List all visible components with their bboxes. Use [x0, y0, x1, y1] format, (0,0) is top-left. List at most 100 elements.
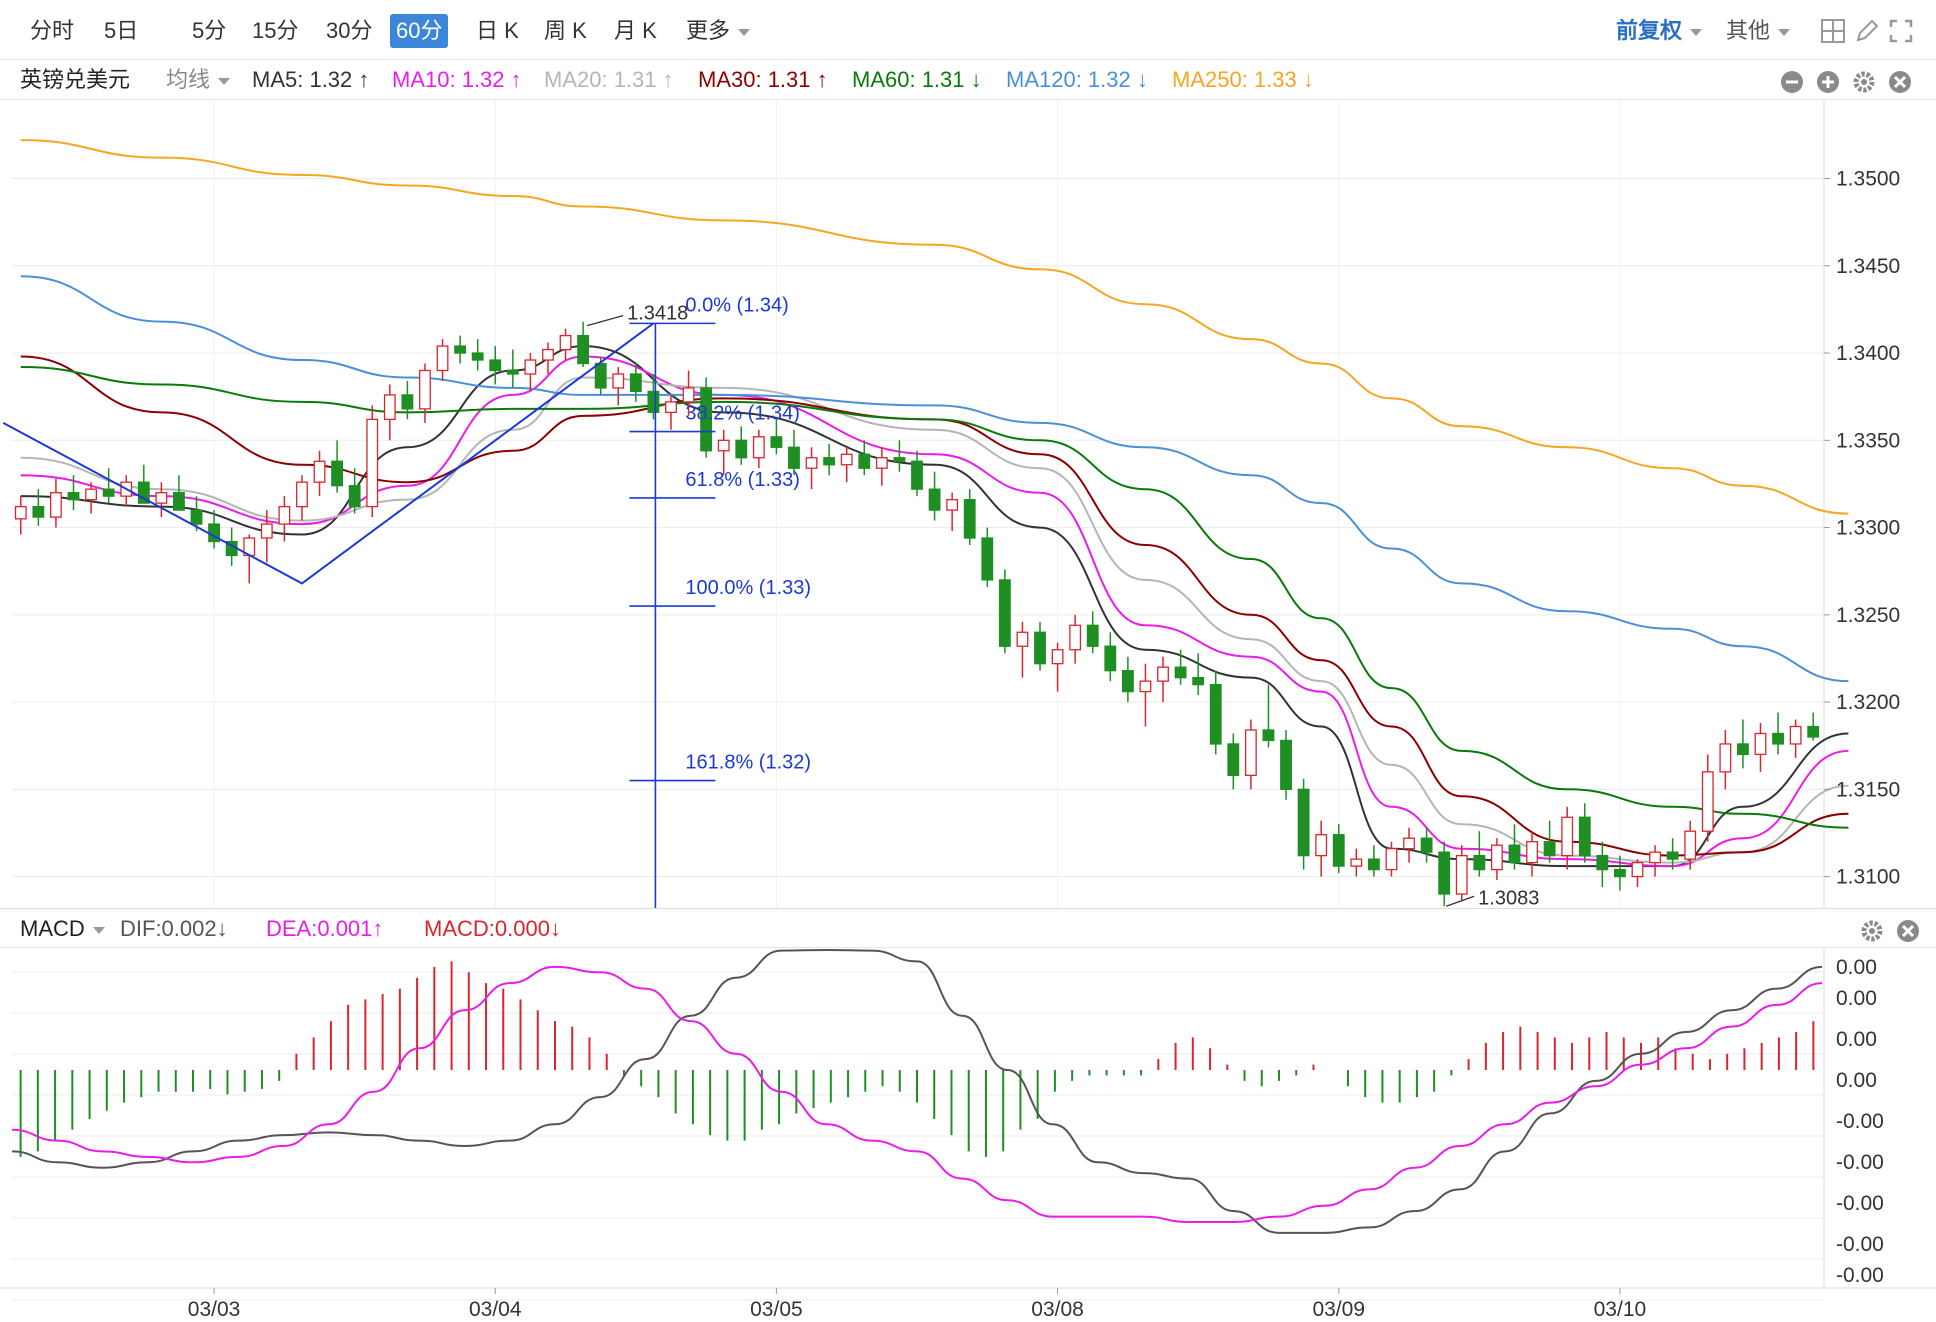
- settings-gear-icon[interactable]: [1852, 70, 1876, 94]
- ma5-label: MA5: 1.32: [252, 67, 353, 92]
- ma-selector[interactable]: 均线: [166, 66, 231, 94]
- candle-body: [1684, 830, 1697, 860]
- candle-body: [577, 334, 590, 365]
- candle-body: [296, 481, 308, 508]
- fib-level-label: 100.0% (1.33): [685, 577, 811, 599]
- candle: [1438, 841, 1451, 907]
- candle-body: [981, 537, 994, 581]
- candle: [875, 447, 888, 486]
- candle: [1385, 841, 1398, 877]
- candle-body: [1754, 732, 1767, 756]
- y-tick-label: 1.3350: [1836, 429, 1900, 452]
- macd-selector[interactable]: MACD: [20, 915, 105, 943]
- tab-weekly-k[interactable]: 周 K: [544, 18, 587, 43]
- low-marker-arrow: [1445, 895, 1475, 907]
- candle-body: [875, 457, 888, 469]
- candle-body: [1034, 631, 1046, 665]
- candle-body: [331, 460, 344, 487]
- draw-pen-icon[interactable]: [1854, 18, 1880, 44]
- candle: [1719, 729, 1732, 790]
- candle-body: [436, 345, 449, 372]
- candle-body: [260, 523, 273, 539]
- y-tick-label: 1.3450: [1836, 255, 1900, 278]
- candle: [665, 394, 677, 430]
- plus-circle-icon[interactable]: [1816, 70, 1840, 94]
- candle-body: [1613, 868, 1626, 878]
- candle: [770, 419, 783, 455]
- tab-5day[interactable]: 5日: [104, 18, 139, 43]
- candle-body: [1350, 858, 1363, 867]
- ma30-value: MA30: 1.31 ↑: [698, 66, 828, 94]
- adjust-dropdown[interactable]: 前复权: [1616, 14, 1703, 48]
- candle-body: [14, 505, 27, 520]
- minus-circle-icon[interactable]: [1780, 70, 1804, 94]
- candle-body: [612, 373, 625, 389]
- candle: [752, 429, 765, 469]
- ma250-arrow: ↓: [1302, 67, 1314, 92]
- candle-body: [1631, 861, 1644, 878]
- candle: [1139, 663, 1152, 727]
- candle: [1403, 827, 1415, 863]
- y-tick-label: 1.3250: [1836, 604, 1900, 627]
- tab-daily-k[interactable]: 日 K: [476, 18, 519, 43]
- ma-selector-label: 均线: [166, 67, 211, 92]
- candle-body: [173, 492, 185, 511]
- dea-line: [11, 965, 1823, 1223]
- fib-level-label: 38.2% (1.34): [685, 403, 800, 425]
- candle-body: [1385, 848, 1398, 871]
- candle-body: [32, 505, 45, 518]
- tab-5min[interactable]: 5分: [192, 18, 227, 43]
- candle-body: [1244, 729, 1257, 777]
- tab-30min[interactable]: 30分: [326, 18, 373, 43]
- candle-body: [594, 362, 607, 389]
- macd-y-tick-label: -0.00: [1836, 1110, 1884, 1133]
- x-tick-label: 03/10: [1594, 1298, 1647, 1321]
- ma120-value: MA120: 1.32 ↓: [1006, 66, 1148, 94]
- candle-body: [1332, 834, 1345, 867]
- x-tick-label: 03/08: [1031, 1298, 1084, 1321]
- candle-body: [542, 348, 554, 361]
- y-tick-label: 1.3100: [1836, 866, 1900, 889]
- candle-body: [1508, 844, 1521, 864]
- candle-body: [1174, 666, 1187, 679]
- fullscreen-icon[interactable]: [1888, 18, 1914, 44]
- macd-y-tick-label: -0.00: [1836, 1264, 1884, 1287]
- candle-body: [1016, 631, 1029, 647]
- tab-60min[interactable]: 60分: [390, 14, 449, 48]
- tab-timeshare[interactable]: 分时: [30, 18, 75, 43]
- close-circle-icon[interactable]: [1888, 70, 1912, 94]
- candle-body: [1543, 841, 1556, 857]
- high-price-label: 1.3418: [627, 303, 688, 325]
- period-toolbar: 分时 5日 5分 15分 30分 60分 日 K 周 K 月 K 更多 前复权 …: [0, 0, 1936, 60]
- tab-15min[interactable]: 15分: [252, 18, 299, 43]
- ma30-label: MA30: 1.31: [698, 67, 811, 92]
- chevron-down-icon: [92, 926, 105, 934]
- candle-body: [629, 373, 642, 393]
- candle: [1420, 827, 1433, 863]
- candle: [471, 339, 484, 371]
- chevron-down-icon: [1690, 28, 1703, 36]
- candlestick-chart[interactable]: 0.0% (1.34) 38.2% (1.34) 61.8% (1.33) 100.0…: [0, 100, 1936, 908]
- candle-body: [682, 387, 695, 403]
- macd-chart[interactable]: 0.00 0.00 0.00 0.00 -0.00 -0.00 -0.00 -0.00 -0.0…: [0, 948, 1936, 1322]
- close-circle-icon[interactable]: [1896, 919, 1920, 943]
- more-dropdown[interactable]: 更多: [680, 14, 756, 48]
- candle: [1789, 719, 1802, 758]
- grid-layout-icon[interactable]: [1820, 18, 1846, 44]
- candle-body: [348, 485, 361, 508]
- settings-gear-icon[interactable]: [1860, 919, 1884, 943]
- candle-body: [102, 488, 115, 497]
- other-dropdown[interactable]: 其他: [1726, 14, 1791, 48]
- candle: [173, 475, 185, 511]
- candle: [559, 328, 572, 361]
- candle: [260, 510, 273, 563]
- more-label: 更多: [686, 18, 731, 43]
- tab-monthly-k[interactable]: 月 K: [614, 18, 657, 43]
- candle: [1069, 614, 1082, 664]
- candle-body: [1297, 788, 1310, 857]
- candle: [1578, 803, 1591, 863]
- candle-body: [911, 460, 923, 490]
- candle-body: [506, 369, 519, 375]
- ma10-label: MA10: 1.32: [392, 67, 505, 92]
- y-tick-label: 1.3200: [1836, 691, 1900, 714]
